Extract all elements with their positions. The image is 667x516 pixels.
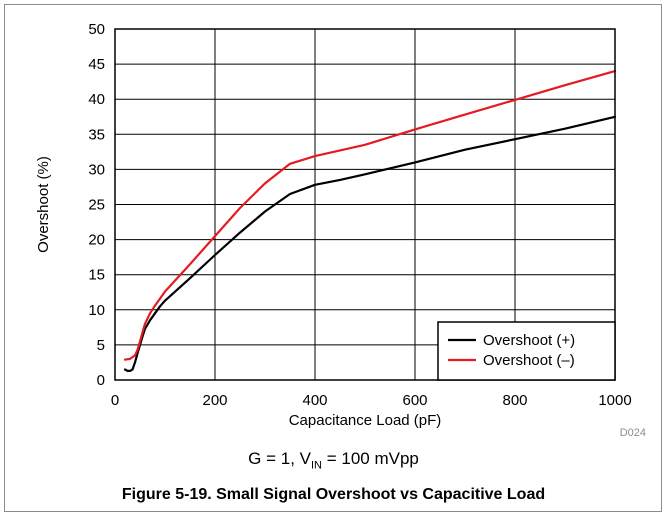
test-condition: G = 1, VIN = 100 mVpp — [0, 449, 667, 471]
y-tick-label: 5 — [97, 337, 105, 354]
condition-prefix: G = 1, V — [248, 449, 311, 468]
condition-suffix: = 100 mVpp — [321, 449, 419, 468]
plot-area — [114, 28, 616, 381]
y-axis-label: Overshoot (%) — [35, 156, 52, 253]
y-tick-label: 20 — [88, 232, 105, 249]
y-tick-label: 45 — [88, 56, 105, 73]
x-tick-label: 600 — [402, 392, 427, 409]
x-axis-label: Capacitance Load (pF) — [289, 412, 442, 429]
tick-labels: 0 200 400 600 800 1000 0 5 10 15 20 25 30 35 40 45 50 — [88, 21, 631, 409]
x-tick-label: 200 — [202, 392, 227, 409]
y-tick-label: 25 — [88, 197, 105, 214]
legend: Overshoot (+) Overshoot (–) — [437, 321, 616, 381]
legend-label: Overshoot (–) — [483, 352, 575, 369]
series-lines — [123, 69, 617, 372]
condition-subscript: IN — [310, 459, 322, 472]
x-tick-label: 0 — [111, 392, 119, 409]
y-tick-label: 30 — [88, 161, 105, 178]
y-tick-label: 10 — [88, 302, 105, 319]
x-tick-label: 400 — [302, 392, 327, 409]
figure-caption: Figure 5-19. Small Signal Overshoot vs C… — [121, 486, 546, 503]
series-line-1 — [123, 115, 617, 372]
y-tick-label: 35 — [88, 126, 105, 143]
y-tick-label: 50 — [88, 21, 105, 38]
legend-label: Overshoot (+) — [483, 332, 575, 349]
series-line-2 — [123, 69, 617, 361]
x-tick-label: 800 — [502, 392, 527, 409]
y-tick-label: 0 — [97, 372, 105, 389]
y-tick-label: 15 — [88, 267, 105, 284]
legend-box — [437, 321, 616, 381]
figure-code: D024 — [620, 427, 646, 439]
x-tick-label: 1000 — [598, 392, 631, 409]
y-tick-label: 40 — [88, 91, 105, 108]
